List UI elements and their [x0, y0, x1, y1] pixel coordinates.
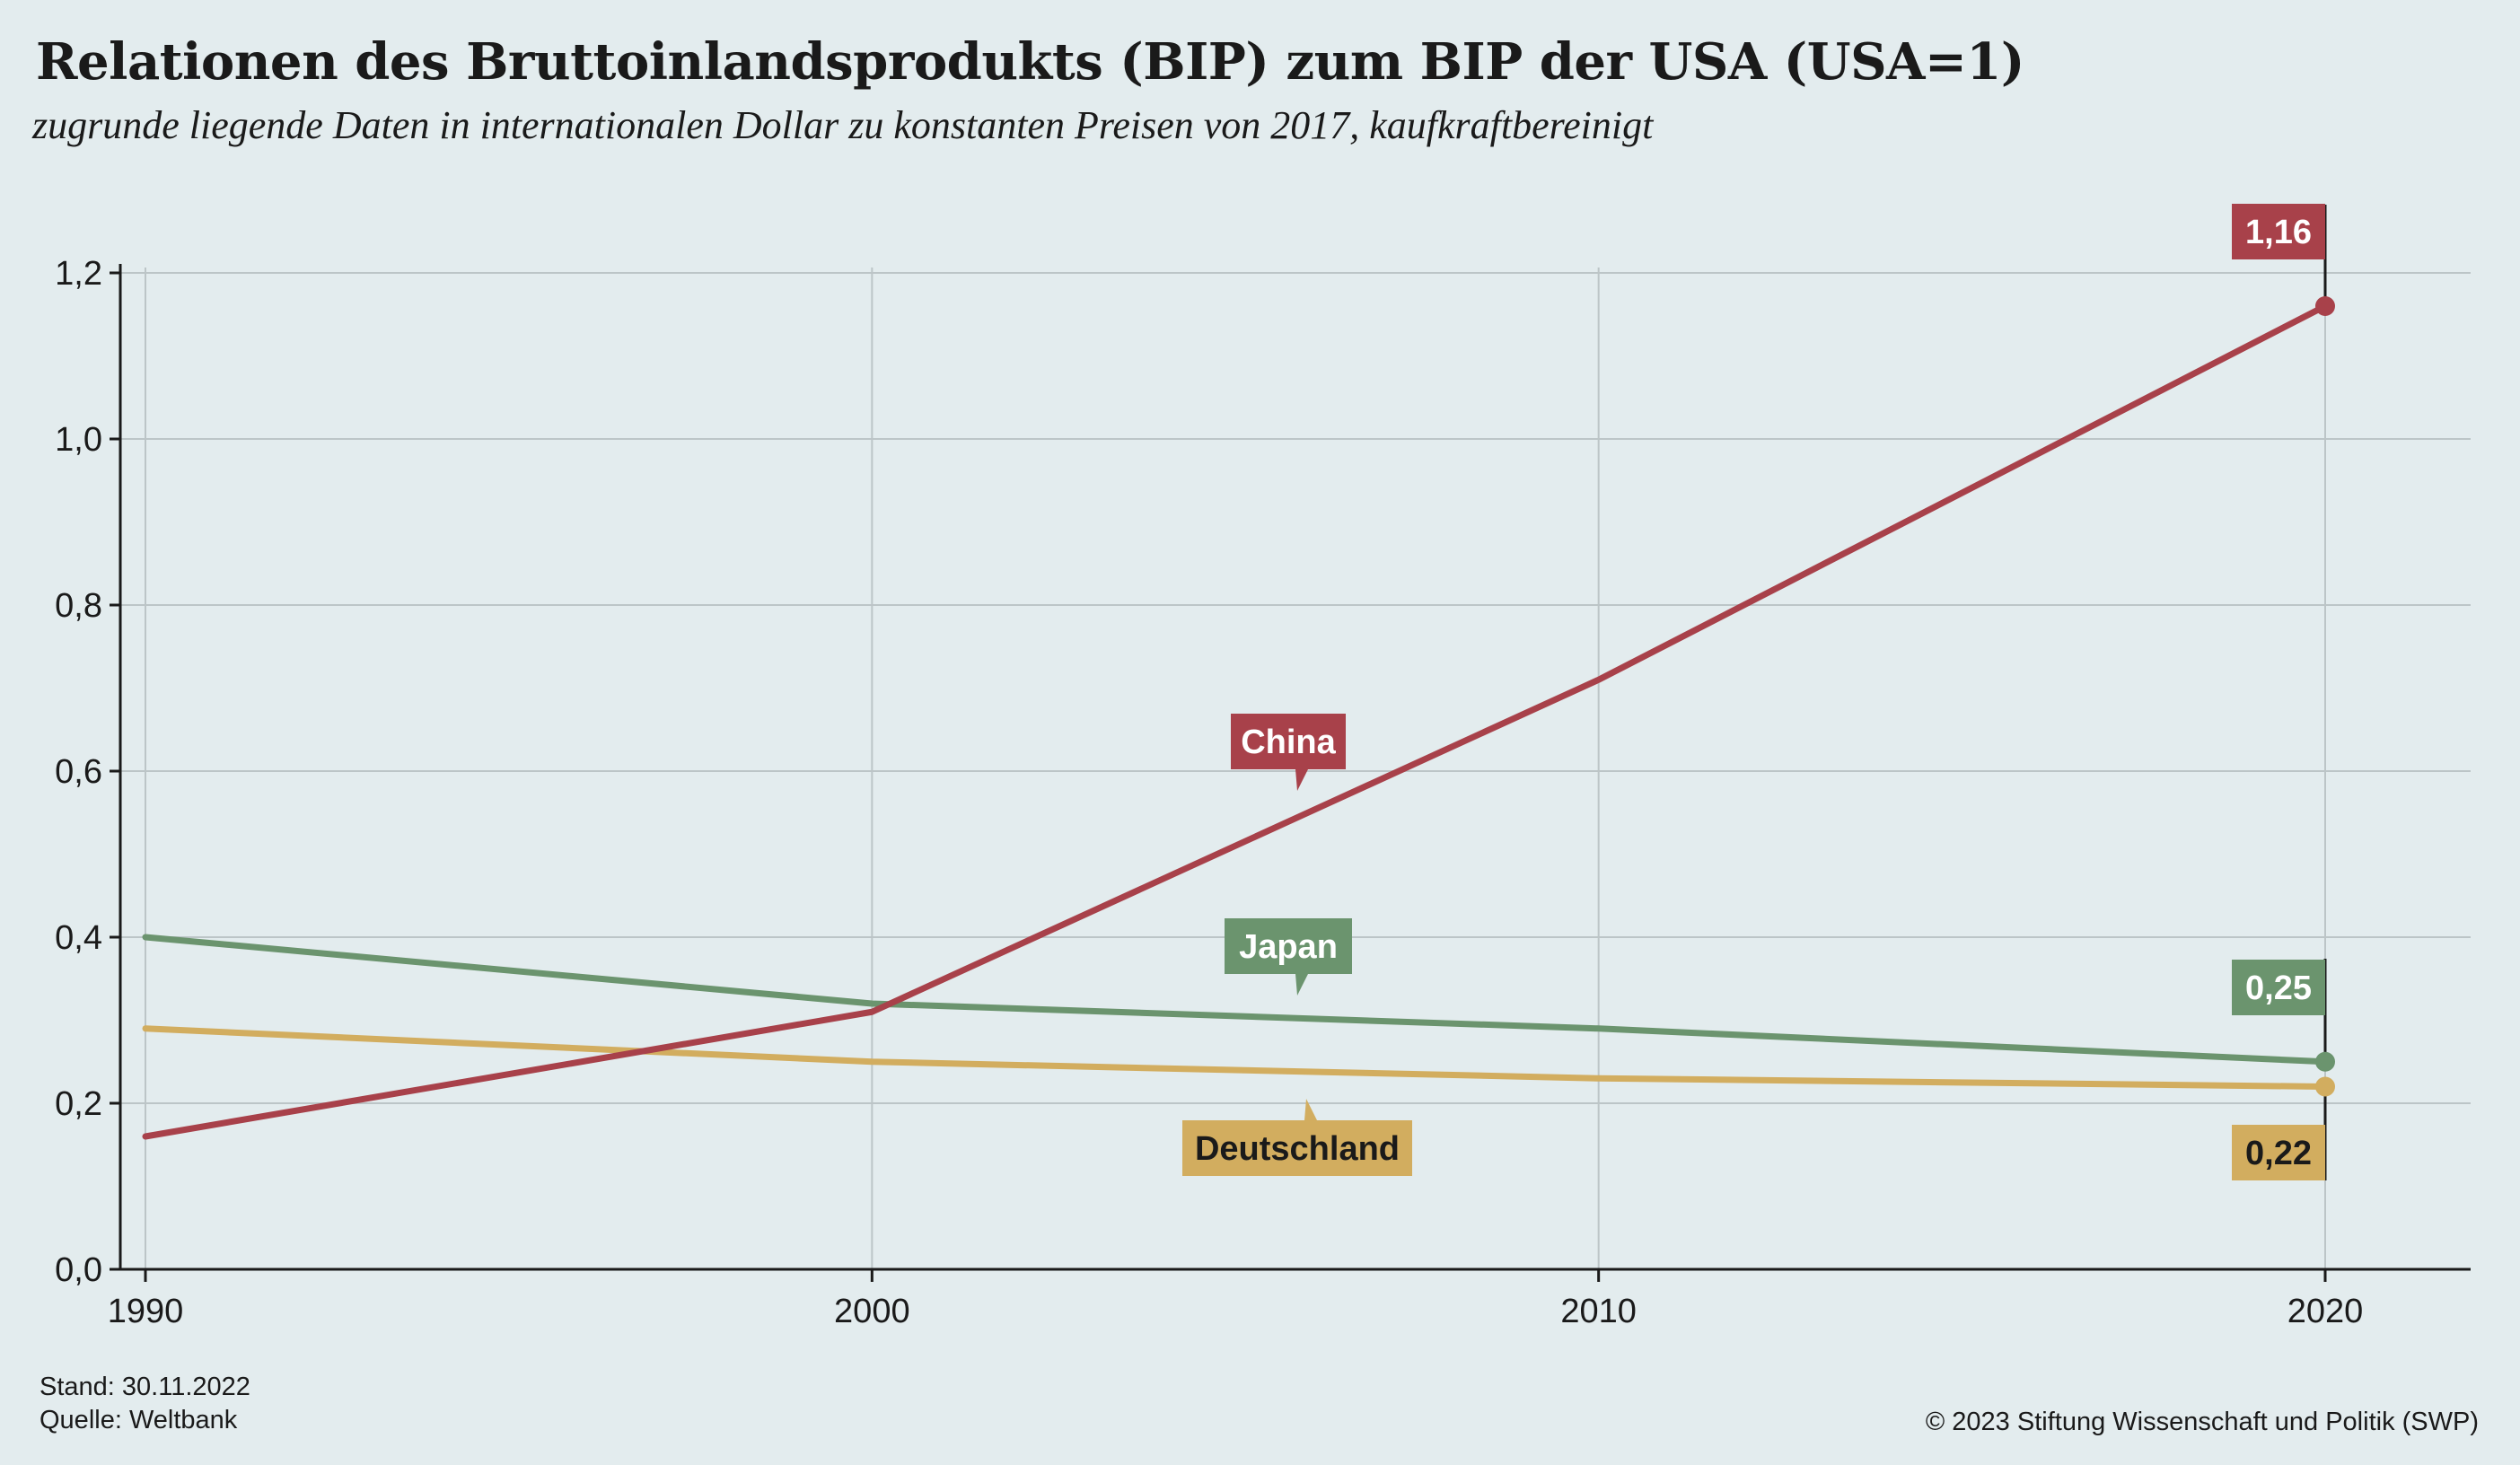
y-tick-label: 1,0	[55, 421, 102, 459]
y-tick-label: 1,2	[55, 255, 102, 293]
chart-subtitle: zugrunde liegende Daten in international…	[32, 103, 1654, 147]
label-japan-text: Japan	[1239, 928, 1338, 966]
series-lines	[142, 296, 2335, 1140]
end-value-japan: 0,25	[2232, 960, 2325, 1015]
label-deutschland-pointer	[1304, 1099, 1317, 1120]
end-value-china-text: 1,16	[2245, 214, 2312, 251]
series-line-deutschland	[142, 1025, 2329, 1090]
end-value-china-box	[2232, 204, 2325, 259]
end-value-china: 1,16	[2232, 204, 2325, 259]
label-japan-box	[1225, 918, 1352, 974]
label-china-box	[1231, 714, 1346, 769]
footer-date: Stand: 30.11.2022	[40, 1373, 250, 1401]
label-japan-pointer	[1295, 974, 1308, 996]
data-point-china	[2315, 296, 2335, 316]
data-point-japan	[2315, 1051, 2335, 1072]
y-tick-label: 0,6	[55, 753, 102, 791]
footer-source: Quelle: Weltbank	[40, 1406, 238, 1434]
x-tick-label: 2020	[2287, 1293, 2364, 1330]
axes: 0,0 0,2 0,4 0,6 0,8 1,0 1,2 1990 2000 2010 2020	[55, 205, 2471, 1330]
label-deutschland-box	[1182, 1120, 1412, 1176]
end-value-deutschland-box	[2232, 1125, 2325, 1180]
label-japan: Japan	[1225, 918, 1352, 996]
y-tick-label: 0,4	[55, 919, 102, 957]
y-tick-label: 0,2	[55, 1085, 102, 1123]
series-labels: China Japan Deutschland 1,16 0,25 0,22	[1182, 204, 2325, 1180]
y-tick-label: 0,8	[55, 587, 102, 625]
label-china-pointer	[1295, 769, 1308, 791]
y-tick-label: 0,0	[55, 1251, 102, 1289]
end-value-deutschland: 0,22	[2232, 1125, 2325, 1180]
series-line-japan	[142, 934, 2329, 1066]
series-line-china	[142, 303, 2329, 1140]
end-value-japan-box	[2232, 960, 2325, 1015]
footer-notes: Stand: 30.11.2022 Quelle: Weltbank	[40, 1371, 250, 1437]
end-value-deutschland-text: 0,22	[2245, 1135, 2312, 1172]
label-deutschland-text: Deutschland	[1195, 1130, 1400, 1168]
label-deutschland: Deutschland	[1182, 1099, 1412, 1176]
chart-title: Relationen des Bruttoinlandsprodukts (BI…	[36, 32, 2024, 92]
grid	[120, 268, 2471, 1269]
x-tick-label: 2010	[1560, 1293, 1637, 1330]
label-china: China	[1231, 714, 1346, 791]
x-tick-label: 2000	[834, 1293, 910, 1330]
x-tick-label: 1990	[108, 1293, 184, 1330]
label-china-text: China	[1241, 724, 1336, 761]
footer-copyright: © 2023 Stiftung Wissenschaft und Politik…	[1925, 1408, 2479, 1436]
end-value-japan-text: 0,25	[2245, 969, 2312, 1007]
data-point-deutschland	[2315, 1076, 2335, 1097]
